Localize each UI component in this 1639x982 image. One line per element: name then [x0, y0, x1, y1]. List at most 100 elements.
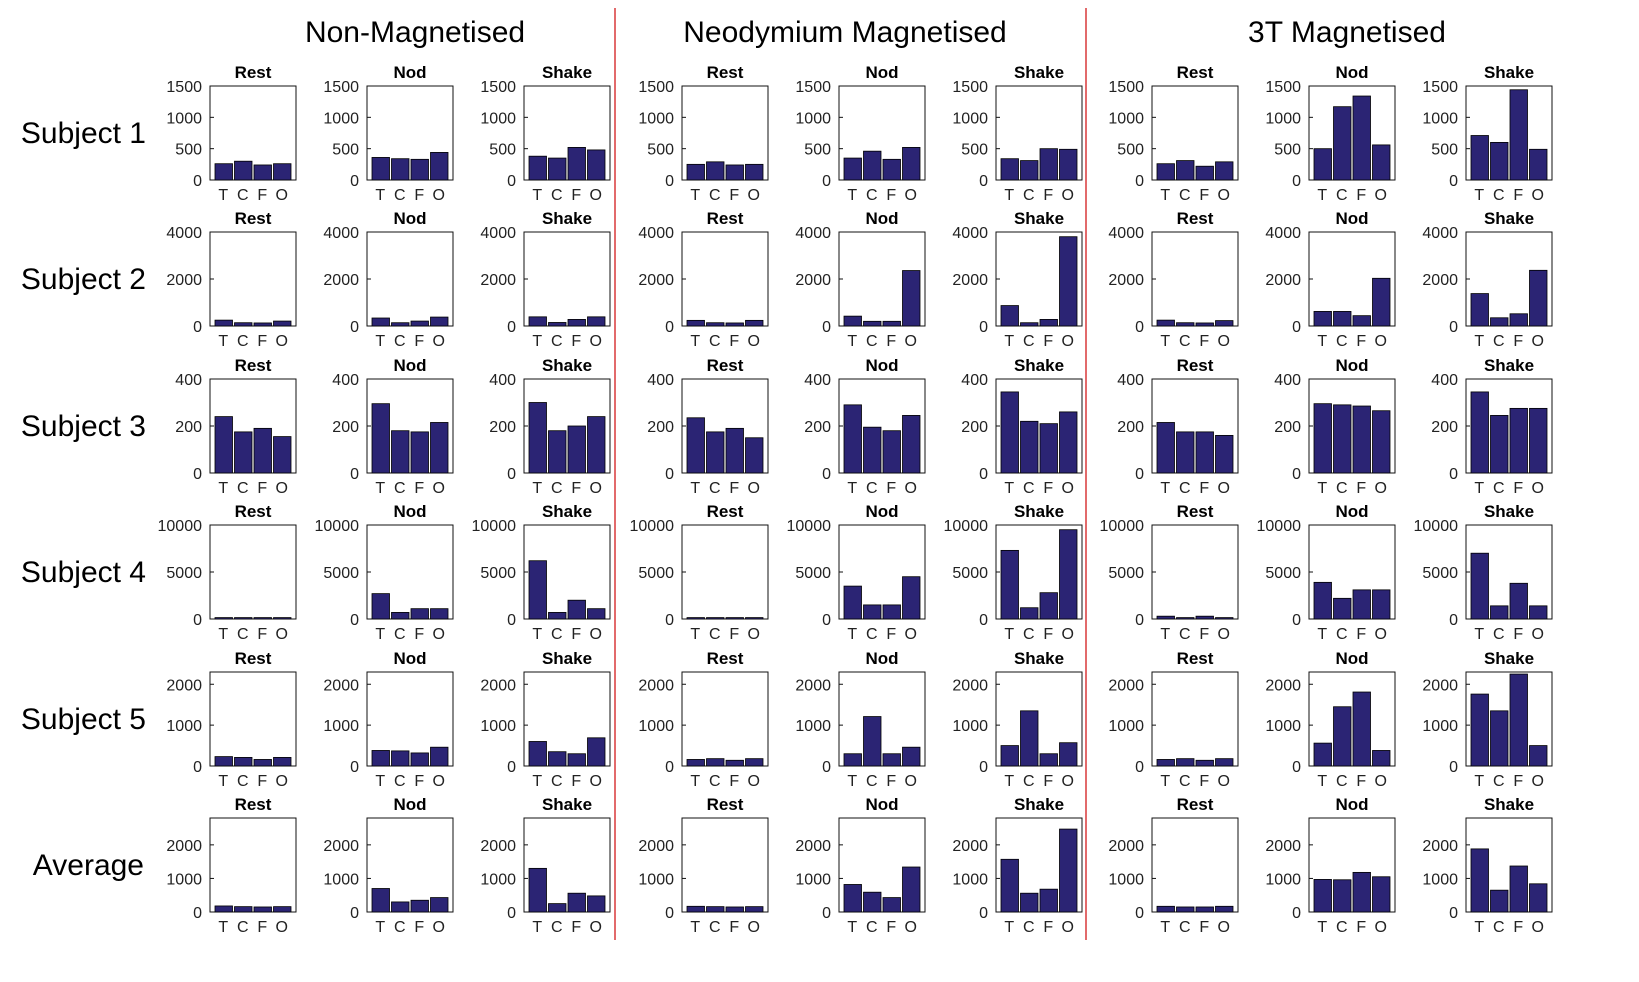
y-tick-label-r1-g1-nod-0: 0: [350, 173, 359, 190]
x-tick-label-r2-g3-shake-O: O: [1532, 333, 1545, 350]
x-tick-label-r4-g3-rest-O: O: [1218, 626, 1231, 643]
bar-r5-g2-nod-O: [902, 746, 921, 767]
x-tick-label-r6-g1-rest-O: O: [276, 919, 289, 936]
bar-r4-g3-rest-C: [1176, 617, 1195, 620]
bar-r6-g2-rest-F: [725, 906, 744, 913]
x-tick-label-r1-g2-nod-F: F: [886, 187, 897, 204]
x-tick-label-r3-g2-shake-T: T: [1004, 480, 1015, 497]
bar-r5-g1-shake-C: [548, 751, 567, 767]
bar-r1-g3-shake-F: [1509, 89, 1528, 181]
x-tick-label-r1-g2-rest-O: O: [748, 187, 761, 204]
y-tick-label-r4-g3-shake-0: 0: [1449, 612, 1458, 629]
y-tick-label-r1-g2-rest-1: 500: [647, 142, 674, 159]
bar-r4-g3-shake-F: [1509, 582, 1528, 620]
y-tick-label-r4-g3-nod-1: 5000: [1265, 565, 1301, 582]
bar-r4-g1-nod-F: [410, 608, 429, 620]
x-tick-label-r3-g3-rest-T: T: [1160, 480, 1171, 497]
y-tick-label-r1-g3-rest-1: 500: [1117, 142, 1144, 159]
x-tick-label-r3-g2-shake-F: F: [1043, 480, 1054, 497]
bar-r1-g1-shake-T: [528, 155, 547, 181]
x-tick-label-r4-g3-shake-C: C: [1493, 626, 1506, 643]
x-tick-label-r6-g3-nod-O: O: [1375, 919, 1388, 936]
bar-r5-g3-rest-F: [1195, 759, 1214, 767]
y-tick-label-r6-g3-rest-2: 2000: [1108, 838, 1144, 855]
y-tick-label-r5-g3-shake-1: 1000: [1422, 718, 1458, 735]
y-tick-label-r3-g2-nod-1: 200: [804, 419, 831, 436]
bar-r6-g2-nod-T: [843, 884, 862, 913]
panel-title-r6-g1-shake: Shake: [542, 795, 592, 814]
panel-title-r2-g2-nod: Nod: [865, 209, 898, 228]
panel-title-r4-g2-rest: Rest: [707, 502, 744, 521]
panel-title-r6-g1-nod: Nod: [393, 795, 426, 814]
y-tick-label-r3-g2-nod-2: 400: [804, 372, 831, 389]
bar-r1-g1-shake-F: [567, 147, 586, 181]
panel-title-r4-g3-nod: Nod: [1335, 502, 1368, 521]
x-tick-label-r3-g3-nod-T: T: [1317, 480, 1328, 497]
y-tick-label-r2-g3-nod-2: 4000: [1265, 225, 1301, 242]
y-tick-label-r6-g1-shake-2: 2000: [480, 838, 516, 855]
x-tick-label-r2-g2-rest-F: F: [729, 333, 740, 350]
bar-r6-g2-nod-F: [882, 897, 901, 913]
x-tick-label-r4-g2-rest-O: O: [748, 626, 761, 643]
bar-r5-g3-nod-O: [1372, 750, 1391, 767]
x-tick-label-r3-g1-nod-C: C: [394, 480, 407, 497]
bar-r2-g3-rest-O: [1215, 320, 1234, 327]
plot-frame-r5-g2-rest: [681, 671, 769, 767]
y-tick-label-r5-g2-nod-0: 0: [822, 759, 831, 776]
x-tick-label-r1-g3-shake-C: C: [1493, 187, 1506, 204]
bar-r2-g3-rest-C: [1176, 322, 1195, 327]
bar-r2-g1-nod-O: [430, 316, 449, 327]
bar-r3-g1-shake-C: [548, 430, 567, 474]
panel-title-r5-g3-shake: Shake: [1484, 649, 1534, 668]
bar-r2-g2-nod-C: [863, 320, 882, 327]
x-tick-label-r2-g3-nod-T: T: [1317, 333, 1328, 350]
x-tick-label-r6-g3-rest-C: C: [1179, 919, 1192, 936]
bar-r3-g3-shake-T: [1470, 391, 1489, 474]
bar-r6-g1-nod-F: [410, 899, 429, 913]
x-tick-label-r2-g1-rest-F: F: [257, 333, 268, 350]
bar-r4-g2-rest-F: [725, 617, 744, 620]
y-tick-label-r5-g1-shake-2: 2000: [480, 677, 516, 694]
x-tick-label-r4-g1-shake-F: F: [571, 626, 582, 643]
y-tick-label-r4-g2-nod-0: 0: [822, 612, 831, 629]
y-tick-label-r3-g2-rest-1: 200: [647, 419, 674, 436]
bar-r2-g1-shake-F: [567, 319, 586, 327]
bar-r5-g2-shake-C: [1020, 710, 1039, 767]
bar-r3-g1-shake-O: [587, 416, 606, 474]
x-tick-label-r4-g3-rest-F: F: [1199, 626, 1210, 643]
bar-r2-g1-shake-T: [528, 316, 547, 327]
y-tick-label-r5-g3-nod-2: 2000: [1265, 677, 1301, 694]
x-tick-label-r2-g3-rest-F: F: [1199, 333, 1210, 350]
y-tick-label-r6-g2-nod-2: 2000: [795, 838, 831, 855]
x-tick-label-r2-g2-nod-F: F: [886, 333, 897, 350]
y-tick-label-r5-g2-rest-2: 2000: [638, 677, 674, 694]
bar-r3-g3-shake-F: [1509, 407, 1528, 474]
y-tick-label-r5-g2-rest-1: 1000: [638, 718, 674, 735]
bar-r1-g3-nod-O: [1372, 144, 1391, 181]
x-tick-label-r6-g1-nod-C: C: [394, 919, 407, 936]
x-tick-label-r1-g3-nod-O: O: [1375, 187, 1388, 204]
y-tick-label-r4-g2-nod-2: 10000: [787, 518, 832, 535]
x-tick-label-r2-g2-nod-T: T: [847, 333, 858, 350]
bar-r3-g1-nod-O: [430, 422, 449, 474]
panel-title-r3-g2-shake: Shake: [1014, 356, 1064, 375]
y-tick-label-r4-g1-shake-0: 0: [507, 612, 516, 629]
panel-title-r1-g3-rest: Rest: [1177, 63, 1214, 82]
bar-r2-g1-nod-C: [391, 322, 410, 327]
y-tick-label-r3-g3-shake-1: 200: [1431, 419, 1458, 436]
y-tick-label-r1-g1-rest-2: 1000: [166, 110, 202, 127]
y-tick-label-r2-g2-nod-1: 2000: [795, 272, 831, 289]
x-tick-label-r2-g2-nod-O: O: [905, 333, 918, 350]
x-tick-label-r2-g3-shake-F: F: [1513, 333, 1524, 350]
row-label-6: Average: [33, 849, 144, 882]
bar-r3-g3-rest-F: [1195, 431, 1214, 474]
bar-r2-g3-rest-T: [1156, 319, 1175, 327]
bar-r5-g2-shake-F: [1039, 753, 1058, 767]
x-tick-label-r6-g1-rest-C: C: [237, 919, 250, 936]
x-tick-label-r3-g1-rest-O: O: [276, 480, 289, 497]
x-tick-label-r4-g2-rest-T: T: [690, 626, 701, 643]
bar-r1-g2-shake-F: [1039, 148, 1058, 181]
plot-frame-r2-g1-rest: [209, 231, 297, 327]
x-tick-label-r4-g1-rest-C: C: [237, 626, 250, 643]
x-tick-label-r2-g1-nod-O: O: [433, 333, 446, 350]
